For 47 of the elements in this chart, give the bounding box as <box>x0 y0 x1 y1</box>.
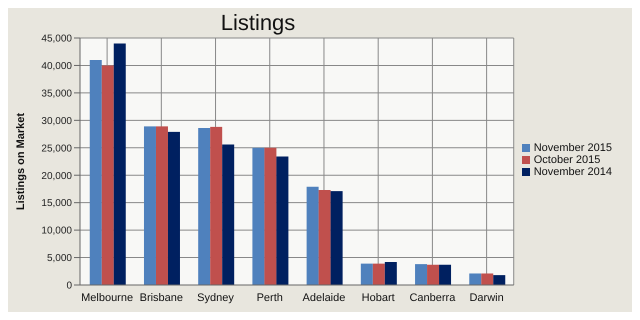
chart-title: Listings <box>220 10 296 35</box>
bar <box>168 132 180 285</box>
x-tick-label: Canberra <box>409 292 456 304</box>
bar <box>198 128 210 285</box>
bar <box>222 144 234 285</box>
x-tick-label: Darwin <box>469 292 504 304</box>
x-tick-label: Sydney <box>197 292 234 304</box>
bar <box>415 264 428 285</box>
bar <box>90 60 102 285</box>
bar <box>372 264 385 285</box>
bar <box>276 156 288 285</box>
x-tick-label: Brisbane <box>140 292 184 304</box>
bar <box>210 126 222 285</box>
legend-label: October 2015 <box>534 154 600 166</box>
y-tick-label: 35,000 <box>41 88 72 100</box>
bar <box>114 43 126 285</box>
y-tick-label: 20,000 <box>41 170 72 182</box>
y-tick-label: 0 <box>66 280 72 292</box>
y-axis-title: Listings on Market <box>14 112 27 210</box>
y-tick-label: 25,000 <box>41 143 72 154</box>
x-tick-label: Perth <box>256 292 283 304</box>
bar <box>144 126 156 285</box>
bar <box>481 273 494 285</box>
y-tick-label: 10,000 <box>41 226 72 237</box>
bar <box>360 264 373 285</box>
bar <box>102 65 114 285</box>
x-tick-label: Adelaide <box>302 292 346 304</box>
bar <box>264 148 276 285</box>
legend-label: November 2015 <box>534 142 612 154</box>
y-tick-label: 40,000 <box>41 60 72 72</box>
x-tick-label: Melbourne <box>81 292 134 304</box>
bar <box>156 126 168 285</box>
bar <box>439 264 452 285</box>
y-tick-label: 5,000 <box>46 253 72 264</box>
y-tick-label: 30,000 <box>41 116 72 127</box>
legend-label: November 2014 <box>534 166 612 178</box>
x-tick-label: Hobart <box>362 292 395 304</box>
y-tick-label: 15,000 <box>41 198 72 210</box>
y-tick-label: 45,000 <box>41 34 72 45</box>
bar <box>493 275 506 285</box>
bar <box>469 273 482 285</box>
bar <box>330 191 343 285</box>
bar <box>384 262 397 285</box>
bar <box>318 190 331 285</box>
bar <box>427 264 440 285</box>
bar <box>306 186 319 285</box>
bar <box>252 148 264 285</box>
